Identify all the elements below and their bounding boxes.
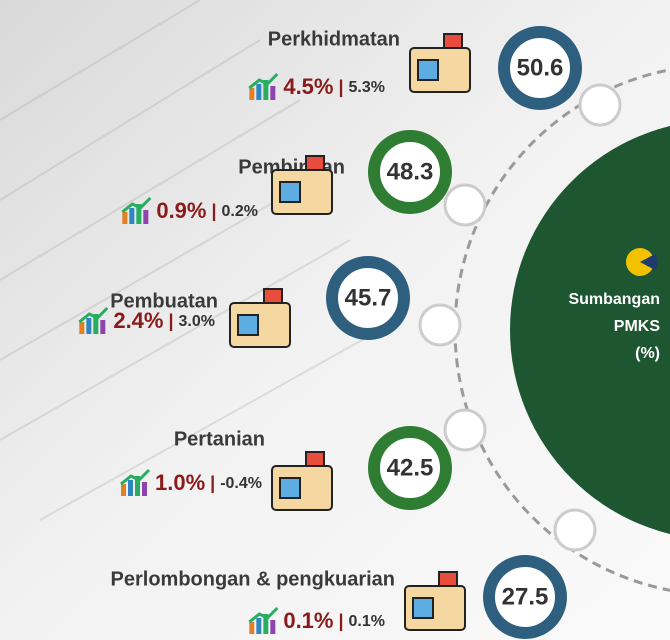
trend-bar [249,88,254,100]
trend-bar [122,212,127,224]
icon-detail [264,289,282,303]
center-title-line: (%) [635,345,660,362]
growth: 1.0% [155,470,205,495]
trend-bar [121,484,126,496]
trend-bar [256,618,261,634]
value: 50.6 [517,54,564,81]
separator: | [211,201,216,221]
growth: 0.9% [156,198,206,223]
sector-name: Perkhidmatan [268,28,400,50]
second-value: 0.1% [349,613,385,630]
trend-bar [100,320,105,334]
icon-detail [306,156,324,170]
trend-bar [143,210,148,224]
orbit-node [580,85,620,125]
infographic: SumbanganPMKS(%) 50.6Perkhidmatan4.5%|5.… [0,0,670,640]
separator: | [338,77,343,97]
value: 48.3 [387,158,434,185]
trend-bar [79,322,84,334]
separator: | [338,611,343,631]
trend-bar [249,622,254,634]
icon-detail [413,598,433,618]
orbit-node [555,510,595,550]
orbit-node [445,185,485,225]
sector-name: Perlombongan & pengkuarian [111,568,395,590]
growth: 2.4% [113,308,163,333]
trend-bar [256,84,261,100]
center-title-line: PMKS [614,318,661,335]
icon-detail [306,452,324,466]
center-title-line: Sumbangan [568,291,660,308]
growth: 0.1% [283,608,333,633]
value: 27.5 [502,583,549,610]
sector-name: Pertanian [174,428,265,450]
second-value: 0.2% [222,203,258,220]
value: 45.7 [345,284,392,311]
icon-detail [280,182,300,202]
trend-bar [270,620,275,634]
icon-detail [439,572,457,586]
trend-bar [129,208,134,224]
icon-detail [280,478,300,498]
orbit-node [420,305,460,345]
value: 42.5 [387,454,434,481]
trend-bar [270,86,275,100]
icon-detail [238,315,258,335]
separator: | [168,311,173,331]
second-value: 5.3% [349,79,385,96]
trend-bar [128,480,133,496]
icon-detail [418,60,438,80]
second-value: -0.4% [220,475,262,492]
separator: | [210,473,215,493]
trend-bar [86,318,91,334]
icon-detail [444,34,462,48]
trend-bar [142,482,147,496]
orbit-node [445,410,485,450]
growth: 4.5% [283,74,333,99]
second-value: 3.0% [179,313,215,330]
